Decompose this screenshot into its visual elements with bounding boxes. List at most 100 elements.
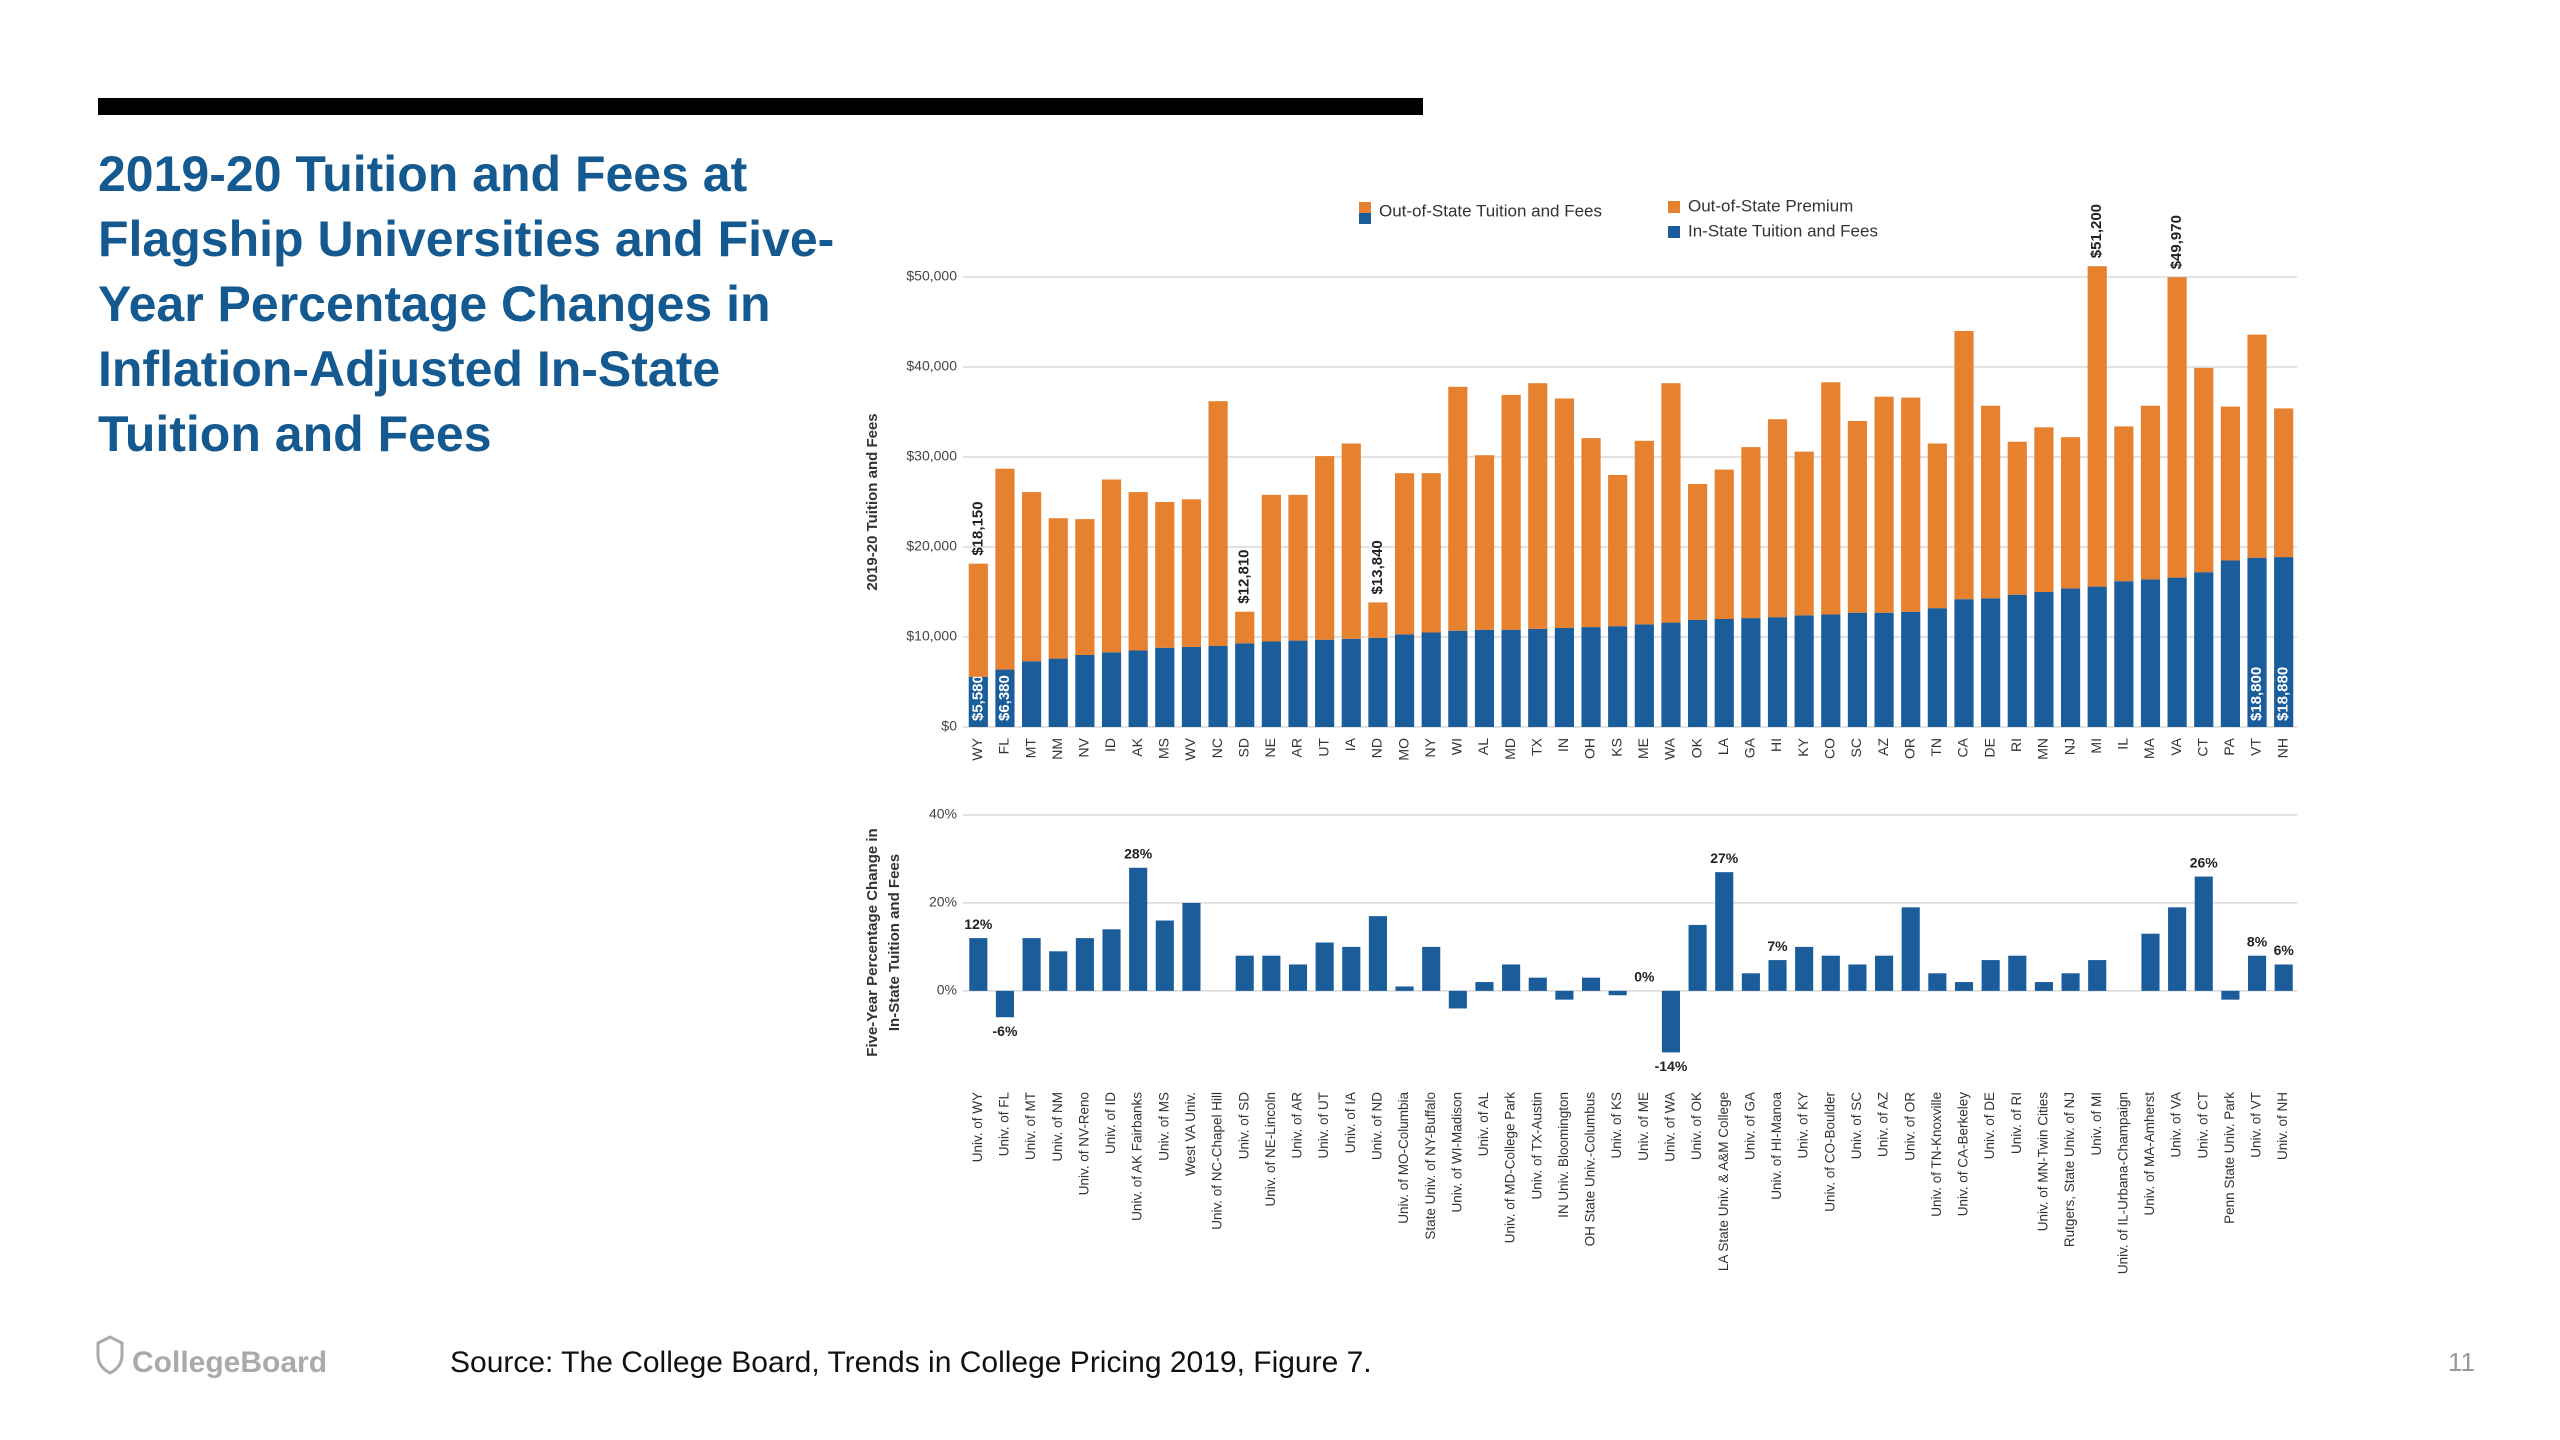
bar xyxy=(1661,990,1681,1053)
x-tick-label: MN xyxy=(2035,738,2051,760)
value-label: 26% xyxy=(2190,854,2219,870)
y-tick-label: $30,000 xyxy=(906,448,957,464)
bar-segment xyxy=(1608,626,1628,727)
bar-segment xyxy=(1128,650,1148,727)
bar-segment xyxy=(1901,611,1921,727)
bar-segment xyxy=(1261,641,1281,727)
legend-label: Out-of-State Premium xyxy=(1688,196,1853,215)
slide-title: 2019-20 Tuition and Fees at Flagship Uni… xyxy=(98,146,835,462)
bar-segment xyxy=(1474,455,1495,630)
bar-segment xyxy=(1981,598,2001,727)
legend-swatch xyxy=(1359,213,1371,224)
x-tick-label: PA xyxy=(2221,737,2237,755)
bar xyxy=(1368,916,1387,991)
legend-label: Out-of-State Tuition and Fees xyxy=(1379,201,1602,220)
x-tick-label: MD xyxy=(1502,738,1518,760)
x-tick-label: AK xyxy=(1129,737,1145,756)
x-tick-label: NY xyxy=(1422,737,1438,757)
bar-segment xyxy=(1315,456,1335,640)
x-tick-label: IL xyxy=(2115,738,2131,750)
header-bar xyxy=(98,98,1423,115)
x-tick-label: NV xyxy=(1076,737,1092,757)
bar-segment xyxy=(1954,331,1974,600)
y-tick-label: 20% xyxy=(929,894,957,910)
bar-segment xyxy=(1421,473,1441,633)
bar-segment xyxy=(1528,383,1548,629)
bar-segment xyxy=(2034,592,2054,727)
bar-segment xyxy=(2274,408,2294,558)
bar-segment xyxy=(1448,386,1468,631)
bar-segment xyxy=(2087,586,2107,727)
x-tick-label: Univ. of MI xyxy=(2089,1092,2104,1156)
bar-segment xyxy=(1554,628,1574,727)
x-tick-label: ME xyxy=(1635,738,1651,759)
x-tick-label: TX xyxy=(1528,737,1544,756)
bar-segment xyxy=(1927,608,1947,727)
x-tick-label: Univ. of GA xyxy=(1742,1092,1757,1160)
x-tick-label: WV xyxy=(1182,737,1198,760)
y-tick-label: $50,000 xyxy=(906,268,957,284)
bar xyxy=(1528,977,1547,991)
x-tick-label: Univ. of IA xyxy=(1343,1092,1358,1153)
value-label: $18,800 xyxy=(2248,667,2265,721)
bar-segment xyxy=(1634,624,1654,727)
x-tick-label: CA xyxy=(1955,737,1971,757)
bar xyxy=(1129,867,1148,991)
bar xyxy=(2194,876,2213,991)
bar-segment xyxy=(2220,560,2240,727)
bar-segment xyxy=(2220,406,2240,561)
bar-segment xyxy=(995,669,1015,727)
bar-segment xyxy=(2140,405,2161,580)
bar-segment xyxy=(2087,266,2107,587)
bar-segment xyxy=(1821,382,1841,615)
bar xyxy=(1155,920,1174,991)
bar-segment xyxy=(1368,637,1388,727)
x-tick-label: Univ. of HI-Manoa xyxy=(1769,1092,1784,1200)
bar-segment xyxy=(1022,661,1042,727)
y-tick-label: $0 xyxy=(941,718,957,734)
x-tick-label: SC xyxy=(1848,738,1864,757)
bar xyxy=(1848,964,1867,991)
bar-segment xyxy=(1927,443,1947,609)
bar xyxy=(1422,946,1441,991)
x-tick-label: Univ. of SC xyxy=(1849,1092,1864,1160)
x-tick-label: IN xyxy=(1555,738,1571,752)
x-tick-label: MO xyxy=(1395,738,1411,761)
value-label: 27% xyxy=(1710,850,1739,866)
bar-segment xyxy=(1501,394,1521,630)
bar xyxy=(1288,964,1308,991)
x-tick-label: VT xyxy=(2248,738,2264,756)
x-tick-label: FL xyxy=(996,738,1012,755)
y-tick-label: $10,000 xyxy=(906,628,957,644)
bar xyxy=(995,990,1015,1018)
bar-segment xyxy=(1688,484,1708,620)
bar-segment xyxy=(1288,640,1308,727)
bar-segment xyxy=(1315,639,1335,727)
bar-segment xyxy=(1341,443,1361,639)
page-number: 11 xyxy=(2448,1347,2475,1377)
value-label: 28% xyxy=(1124,845,1153,861)
bar-segment xyxy=(2167,277,2187,578)
y-tick-label: $40,000 xyxy=(906,358,957,374)
bar-segment xyxy=(968,563,988,677)
legend-label: In-State Tuition and Fees xyxy=(1688,221,1878,240)
x-tick-label: OK xyxy=(1688,737,1704,758)
bar-segment xyxy=(1714,619,1734,727)
x-tick-label: LA State Univ. & A&M College xyxy=(1716,1092,1731,1271)
x-tick-label: NM xyxy=(1049,738,1065,760)
x-tick-label: WY xyxy=(969,737,985,760)
x-tick-label: Univ. of MD-College Park xyxy=(1503,1092,1518,1244)
bar xyxy=(1555,990,1574,1000)
bar-segment xyxy=(1394,473,1415,635)
y-axis-label: Five-Year Percentage Change in xyxy=(864,828,881,1056)
x-tick-label: Univ. of NC-Chapel Hill xyxy=(1210,1092,1225,1230)
bar-segment xyxy=(1608,475,1628,627)
bar xyxy=(2008,955,2027,991)
value-label: 7% xyxy=(1767,938,1788,954)
x-tick-label: Univ. of FL xyxy=(997,1092,1012,1157)
bar xyxy=(1182,902,1201,991)
bar-segment xyxy=(2007,441,2027,595)
x-tick-label: WA xyxy=(1662,737,1678,760)
x-tick-label: LA xyxy=(1715,737,1731,755)
value-label: 0% xyxy=(1634,969,1655,985)
